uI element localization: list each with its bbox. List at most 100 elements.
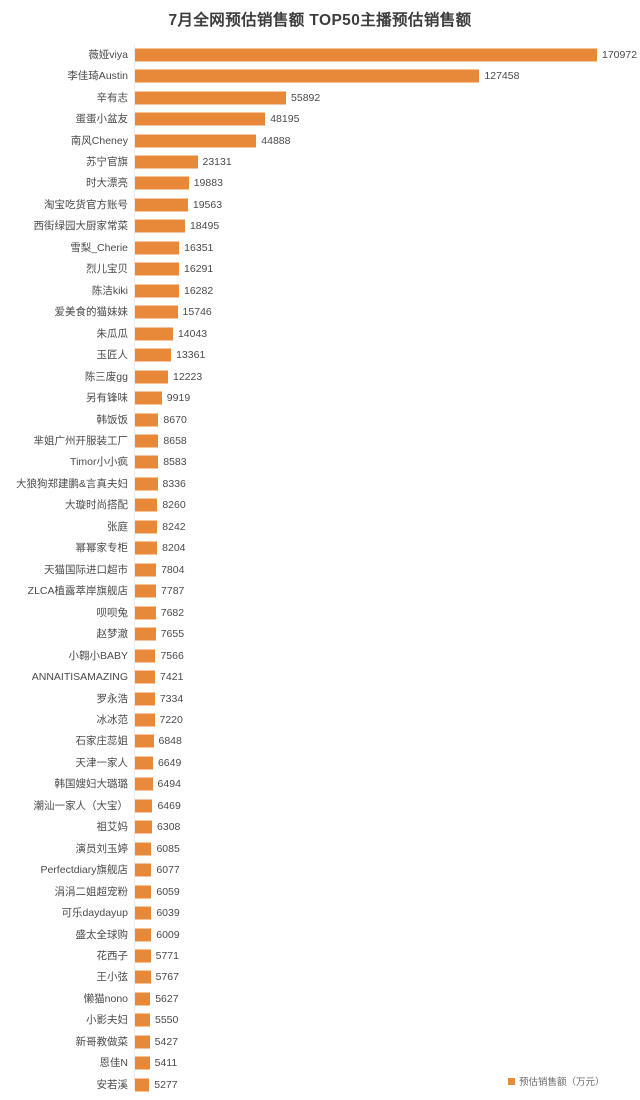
bar-fill: [135, 1056, 150, 1070]
bar-category-label: 赵梦澈: [96, 627, 129, 640]
bar-category-label: 懒猫nono: [83, 992, 128, 1005]
bar-track: [135, 649, 156, 663]
bar-fill: [135, 906, 152, 920]
bar-row: 薇娅viya 170972: [0, 44, 640, 65]
bar-track: [135, 563, 157, 577]
bar-category-label: 盛太全球购: [75, 928, 129, 941]
bar-fill: [135, 434, 159, 448]
bar-fill: [135, 219, 185, 233]
bar-row: 苏宁官旗 23131: [0, 151, 640, 172]
bar-row: 芈姐广州开服装工厂 8658: [0, 430, 640, 451]
bar-row: 南风Cheney 44888: [0, 130, 640, 151]
bar-value-label: 16282: [183, 284, 214, 297]
bar-category-label: 石家庄蕊姐: [75, 735, 129, 748]
bar-value-label: 8670: [163, 413, 187, 426]
bar-track: [135, 520, 158, 534]
bar-category-label: 南风Cheney: [70, 134, 128, 147]
bar-category-label: 可乐daydayup: [61, 906, 128, 919]
bar-track: [135, 820, 153, 834]
bar-category-label: ZLCA植露萃岸旗舰店: [27, 584, 128, 597]
bar-value-label: 170972: [602, 48, 638, 61]
bar-value-label: 8336: [162, 477, 186, 490]
bar-row: 新哥教做菜 5427: [0, 1031, 640, 1052]
bar-fill: [135, 69, 480, 83]
bar-row: 小翱小BABY 7566: [0, 645, 640, 666]
bar-track: [135, 370, 169, 384]
bar-track: [135, 284, 179, 298]
bar-category-label: 王小弦: [96, 971, 129, 984]
bar-row: 韩国嫂妇大璐璐 6494: [0, 774, 640, 795]
bar-value-label: 7787: [161, 584, 185, 597]
bar-row: 天津一家人 6649: [0, 752, 640, 773]
bar-fill: [135, 413, 159, 427]
bar-fill: [135, 455, 159, 469]
bar-track: [135, 777, 153, 791]
bar-value-label: 44888: [261, 134, 291, 147]
bar-row: 淘宝吃货官方账号 19563: [0, 194, 640, 215]
bar-value-label: 16351: [184, 241, 214, 254]
bar-track: [135, 327, 173, 341]
bar-row: 祖艾妈 6308: [0, 817, 640, 838]
bar-row: 陈洁kiki 16282: [0, 280, 640, 301]
bar-fill: [135, 498, 158, 512]
bar-category-label: 苏宁官旗: [86, 155, 128, 168]
bar-value-label: 7334: [159, 692, 184, 705]
bar-category-label: 雪梨_Cherie: [70, 241, 128, 254]
bar-category-label: 玉匠人: [96, 348, 129, 361]
bar-row: 赵梦澈 7655: [0, 623, 640, 644]
bar-value-label: 8260: [162, 499, 186, 512]
bar-track: [135, 863, 152, 877]
bar-track: [135, 498, 158, 512]
bar-fill: [135, 262, 180, 276]
bar-category-label: 大狼狗郑建鹏&言真夫妇: [15, 477, 128, 490]
bar-value-label: 19883: [193, 177, 223, 190]
bar-row: 蛋蛋小盆友 48195: [0, 108, 640, 129]
bar-track: [135, 713, 155, 727]
bar-track: [135, 69, 480, 83]
bar-row: 烈儿宝贝 16291: [0, 259, 640, 280]
bar-track: [135, 584, 157, 598]
bar-value-label: 6848: [158, 735, 182, 748]
bar-row: ANNAITISAMAZING 7421: [0, 666, 640, 687]
bar-fill: [135, 541, 158, 555]
bar-row: 冰冰范 7220: [0, 709, 640, 730]
bar-value-label: 7804: [161, 563, 185, 576]
bar-row: 另有锋味 9919: [0, 387, 640, 408]
bar-track: [135, 176, 189, 190]
bar-value-label: 6308: [157, 821, 181, 834]
bar-fill: [135, 970, 151, 984]
bar-track: [135, 1035, 150, 1049]
bar-value-label: 8658: [163, 434, 187, 447]
bar-track: [135, 627, 156, 641]
bar-value-label: 6009: [156, 928, 180, 941]
bar-fill: [135, 391, 162, 405]
bar-track: [135, 241, 180, 255]
chart-legend: 预估销售额（万元）: [508, 1074, 605, 1088]
bar-fill: [135, 734, 154, 748]
bar-track: [135, 455, 159, 469]
bar-row: 演员刘玉婷 6085: [0, 838, 640, 859]
bar-track: [135, 541, 158, 555]
bar-value-label: 55892: [291, 91, 321, 104]
bar-row: 玉匠人 13361: [0, 344, 640, 365]
bar-track: [135, 928, 152, 942]
bar-value-label: 19563: [192, 198, 223, 211]
bar-track: [135, 842, 152, 856]
bar-category-label: Timor小小疯: [70, 456, 128, 469]
bar-fill: [135, 949, 151, 963]
bar-row: 花西子 5771: [0, 945, 640, 966]
bar-fill: [135, 842, 152, 856]
bar-fill: [135, 134, 257, 148]
bar-value-label: 6469: [157, 799, 181, 812]
bar-track: [135, 391, 162, 405]
legend-color-swatch: [508, 1077, 515, 1085]
bar-track: [135, 756, 153, 770]
bar-value-label: 9919: [166, 391, 191, 404]
bar-row: 石家庄蕊姐 6848: [0, 731, 640, 752]
bar-fill: [135, 477, 158, 491]
bar-track: [135, 91, 287, 105]
bar-row: 张庭 8242: [0, 516, 640, 537]
bar-row: 呗呗兔 7682: [0, 602, 640, 623]
bar-track: [135, 1013, 150, 1027]
bar-row: 时大漂亮 19883: [0, 173, 640, 194]
